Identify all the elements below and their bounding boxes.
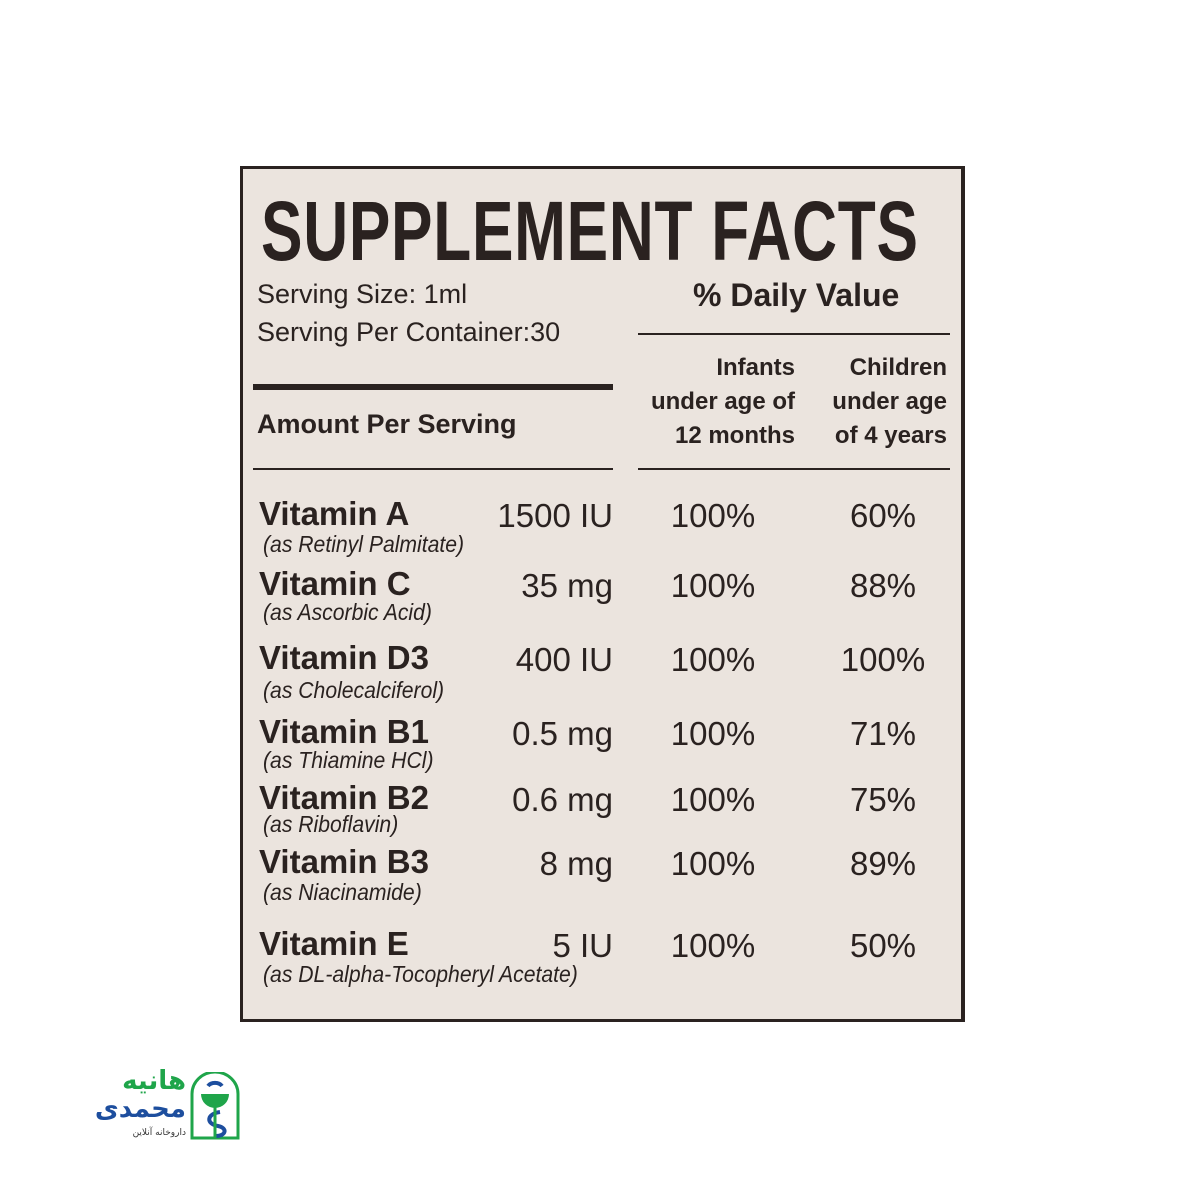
children-daily-value: 60% <box>849 497 917 534</box>
header-line: 12 months <box>674 422 795 449</box>
logo-tagline: داروخانه آنلاین <box>132 1128 186 1138</box>
divider <box>638 333 950 335</box>
logo-line1: هانیه <box>122 1066 186 1096</box>
children-daily-value: 71% <box>849 715 917 752</box>
daily-value-heading: % Daily Value <box>693 277 900 313</box>
serving-size: Serving Size: 1ml <box>257 279 468 309</box>
amount-per-serving: Amount Per Serving <box>257 409 517 439</box>
header-line: Infants <box>716 354 795 381</box>
infants-daily-value: 100% <box>670 845 756 882</box>
nutrient-name: Vitamin C <box>259 565 411 602</box>
nutrient-name: Vitamin B3 <box>259 843 429 880</box>
nutrient-amount: 5 IU <box>552 927 613 964</box>
nutrient-source: (as Ascorbic Acid) <box>263 599 432 625</box>
infants-daily-value: 100% <box>670 715 756 752</box>
nutrient-source: (as Retinyl Palmitate) <box>263 531 465 557</box>
nutrient-amount: 1500 IU <box>497 497 613 534</box>
nutrient-amount: 8 mg <box>539 845 613 882</box>
nutrient-name: Vitamin D3 <box>259 639 429 676</box>
divider <box>638 468 950 470</box>
children-daily-value: 100% <box>840 641 926 678</box>
children-daily-value: 50% <box>849 927 917 964</box>
column-header-children: Children under age of 4 years <box>803 351 947 453</box>
nutrient-source: (as DL-alpha-Tocopheryl Acetate) <box>263 961 578 987</box>
header-line: of 4 years <box>834 422 947 449</box>
column-header-infants: Infants under age of 12 months <box>623 351 795 453</box>
children-daily-value: 89% <box>849 845 917 882</box>
nutrient-source: (as Thiamine HCl) <box>263 747 434 773</box>
nutrient-source: (as Niacinamide) <box>263 879 422 905</box>
nutrient-amount: 35 mg <box>521 567 613 604</box>
infants-daily-value: 100% <box>670 927 756 964</box>
logo-line2: محمدی <box>94 1094 186 1124</box>
nutrient-amount: 0.5 mg <box>512 715 613 752</box>
logo-mark-icon <box>190 1070 240 1140</box>
nutrient-source: (as Cholecalciferol) <box>263 677 445 703</box>
infants-daily-value: 100% <box>670 641 756 678</box>
header-line: under age <box>832 388 947 415</box>
header-line: Children <box>849 354 947 381</box>
pharmacy-logo: هانیه محمدی داروخانه آنلاین <box>58 1066 248 1142</box>
servings-per-container: Serving Per Container:30 <box>257 317 561 347</box>
thick-divider <box>253 384 613 390</box>
supplement-facts-label: SUPPLEMENT FACTS Serving Size: 1ml Servi… <box>240 166 965 1022</box>
children-daily-value: 75% <box>849 781 917 818</box>
infants-daily-value: 100% <box>670 497 756 534</box>
nutrient-amount: 0.6 mg <box>512 781 613 818</box>
nutrient-name: Vitamin B1 <box>259 713 429 750</box>
infants-daily-value: 100% <box>670 781 756 818</box>
nutrient-name: Vitamin B2 <box>259 779 429 816</box>
nutrient-name: Vitamin A <box>259 495 410 532</box>
label-title: SUPPLEMENT FACTS <box>261 184 919 278</box>
children-daily-value: 88% <box>849 567 917 604</box>
divider <box>253 468 613 470</box>
header-line: under age of <box>650 388 795 415</box>
nutrient-amount: 400 IU <box>515 641 613 678</box>
nutrient-source: (as Riboflavin) <box>263 811 399 837</box>
infants-daily-value: 100% <box>670 567 756 604</box>
nutrient-name: Vitamin E <box>259 925 409 962</box>
